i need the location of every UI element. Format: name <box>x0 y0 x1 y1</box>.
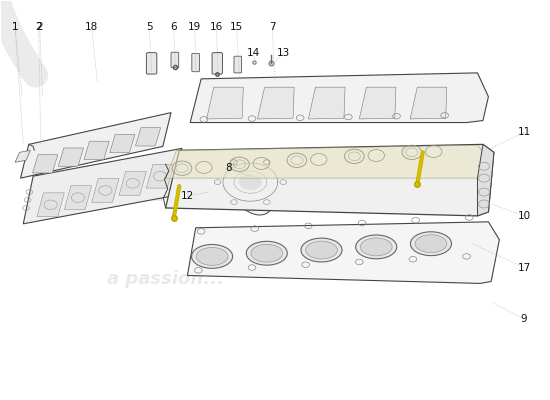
Polygon shape <box>257 87 294 119</box>
FancyBboxPatch shape <box>146 53 157 74</box>
Ellipse shape <box>360 238 392 256</box>
Text: 11: 11 <box>518 128 531 138</box>
Ellipse shape <box>251 244 283 262</box>
Polygon shape <box>84 141 109 160</box>
Text: 2: 2 <box>35 22 42 32</box>
Ellipse shape <box>196 248 228 265</box>
Text: 6: 6 <box>170 22 177 32</box>
Text: 15: 15 <box>230 22 243 32</box>
Text: 1: 1 <box>12 22 18 32</box>
Polygon shape <box>239 175 261 189</box>
Text: 12: 12 <box>181 191 194 201</box>
Ellipse shape <box>306 241 337 259</box>
Polygon shape <box>58 148 84 166</box>
Polygon shape <box>135 128 161 146</box>
Text: 7: 7 <box>269 22 276 32</box>
Text: 8: 8 <box>225 163 232 173</box>
Polygon shape <box>92 178 119 202</box>
Polygon shape <box>32 155 58 173</box>
Polygon shape <box>15 150 30 162</box>
Polygon shape <box>146 164 174 188</box>
Polygon shape <box>166 145 487 178</box>
Text: 2: 2 <box>36 22 43 32</box>
Polygon shape <box>410 87 447 119</box>
Text: 13: 13 <box>277 48 290 58</box>
Text: 9: 9 <box>521 314 527 324</box>
Polygon shape <box>188 222 499 284</box>
Text: a passion...: a passion... <box>107 270 224 288</box>
Text: 1: 1 <box>12 22 18 32</box>
Text: 17: 17 <box>518 262 531 272</box>
Polygon shape <box>166 144 494 216</box>
Text: 5: 5 <box>146 22 152 32</box>
Polygon shape <box>190 73 488 122</box>
Text: editions: editions <box>30 178 169 206</box>
Ellipse shape <box>356 235 397 259</box>
Text: 16: 16 <box>210 22 223 32</box>
Polygon shape <box>23 148 182 224</box>
FancyBboxPatch shape <box>234 56 241 73</box>
Polygon shape <box>119 171 146 195</box>
Polygon shape <box>210 152 295 215</box>
Text: 19: 19 <box>188 22 201 32</box>
Ellipse shape <box>246 241 287 265</box>
Ellipse shape <box>410 232 452 256</box>
Polygon shape <box>110 134 135 153</box>
Text: 18: 18 <box>85 22 98 32</box>
Polygon shape <box>309 87 345 119</box>
Text: 14: 14 <box>246 48 260 58</box>
Polygon shape <box>207 87 243 119</box>
FancyBboxPatch shape <box>171 52 179 68</box>
Polygon shape <box>37 193 64 217</box>
Polygon shape <box>359 87 396 119</box>
FancyBboxPatch shape <box>192 54 200 72</box>
Polygon shape <box>477 144 494 216</box>
FancyBboxPatch shape <box>212 53 222 74</box>
Text: 10: 10 <box>518 211 531 221</box>
Polygon shape <box>64 186 92 210</box>
Ellipse shape <box>415 235 447 253</box>
Ellipse shape <box>301 238 342 262</box>
Polygon shape <box>20 113 171 178</box>
Ellipse shape <box>191 244 233 268</box>
